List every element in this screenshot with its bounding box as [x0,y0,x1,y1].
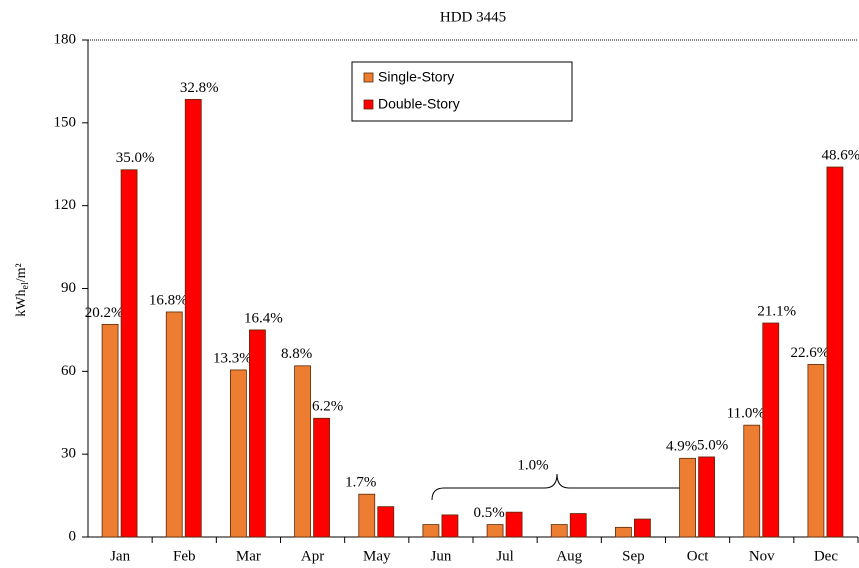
y-tick-label: 30 [61,446,76,462]
bar [634,518,651,538]
x-tick-label: Feb [173,548,196,564]
x-tick-label: Aug [556,548,582,564]
bar [698,456,715,538]
bar [826,166,844,538]
x-tick-label: Dec [814,548,838,564]
bar [807,364,825,538]
y-tick-label: 120 [54,197,77,213]
bar-label: 5.0% [697,437,728,453]
x-tick-label: Jan [110,548,130,564]
bar [762,322,780,538]
legend-swatch [363,99,374,110]
x-tick-label: Nov [749,548,775,564]
bar-label: 8.8% [281,346,312,362]
annotation: 1.0% [517,457,548,473]
x-tick-label: May [363,548,391,564]
bar [441,514,459,538]
bar-label: 16.8% [149,292,188,308]
x-tick-label: Oct [687,548,709,564]
bar [569,513,587,538]
bar [550,524,568,538]
x-tick-label: Sep [622,548,645,564]
legend-label: Double-Story [378,96,460,112]
bar [165,311,183,538]
bar [743,424,761,538]
bar [184,98,202,538]
y-tick-label: 60 [61,363,76,379]
y-tick-label: 150 [54,114,77,130]
bar [101,323,119,538]
bar [422,524,440,538]
bar [486,524,504,538]
bar-label: 16.4% [244,310,283,326]
bar-label: 20.2% [85,305,124,321]
bar-label: 21.1% [757,303,796,319]
legend-swatch [363,72,374,83]
bar-label: 11.0% [727,406,765,422]
bar-label: 13.3% [213,350,252,366]
chart-title: HDD 3445 [440,9,506,25]
x-tick-label: Jul [496,548,514,564]
bar [358,493,376,538]
bar [230,369,247,538]
y-tick-label: 180 [54,31,77,47]
bar-label: 0.5% [473,505,504,521]
legend-label: Single-Story [378,69,454,85]
bar-label: 4.9% [666,439,697,455]
bar-label: 35.0% [116,150,155,166]
bar [249,329,266,538]
brace [431,473,691,501]
bar [679,457,696,538]
bar [313,417,330,538]
bar [505,511,523,538]
bar-label: 1.7% [345,475,376,491]
bar-label: 6.2% [312,399,343,415]
bar [294,365,311,538]
legend-box [351,61,573,122]
bar-label: 22.6% [791,345,830,361]
bar [120,169,138,538]
bar-label: 32.8% [180,80,219,96]
bar [615,526,632,538]
x-tick-label: Mar [236,548,261,564]
bar [377,506,395,538]
bar-label: 48.6% [822,147,859,163]
x-tick-label: Jun [430,548,451,564]
x-tick-label: Apr [301,548,324,564]
y-tick-label: 0 [69,528,77,544]
y-tick-label: 90 [61,280,76,296]
y-axis-label: kWhel/m² [14,263,31,316]
